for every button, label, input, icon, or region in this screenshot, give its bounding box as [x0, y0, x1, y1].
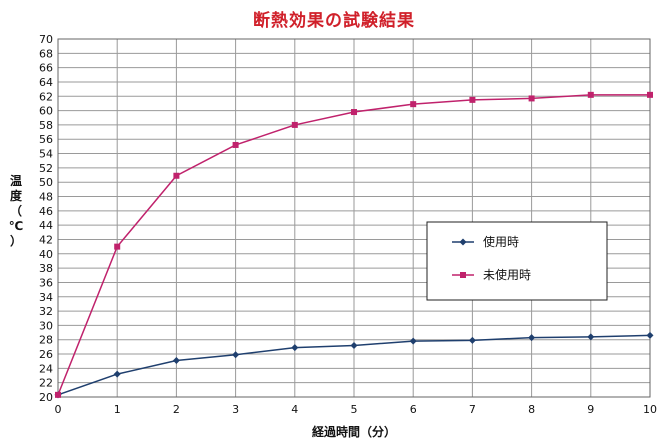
data-point-square: [587, 91, 594, 98]
y-tick-label: 58: [39, 119, 53, 132]
data-point-diamond: [409, 337, 417, 345]
y-tick-label: 48: [39, 191, 53, 204]
y-tick-label: 44: [39, 219, 53, 232]
y-tick-label: 20: [39, 391, 53, 404]
data-point-diamond: [113, 370, 121, 378]
y-axis-title-char: （: [10, 203, 22, 218]
y-tick-label: 46: [39, 205, 53, 218]
data-point-square: [173, 172, 180, 179]
y-tick-label: 38: [39, 262, 53, 275]
x-tick-label: 6: [410, 403, 417, 416]
y-tick-label: 34: [39, 291, 53, 304]
y-tick-label: 64: [39, 76, 53, 89]
y-tick-label: 70: [39, 33, 53, 46]
data-point-square: [114, 243, 121, 250]
y-axis-title-char: 度: [10, 188, 23, 203]
y-axis-title: 温度（℃）: [9, 174, 24, 248]
y-tick-label: 30: [39, 319, 53, 332]
data-point-square: [55, 391, 61, 398]
legend-label: 使用時: [483, 234, 519, 249]
y-tick-label: 26: [39, 348, 53, 361]
x-axis-title: 経過時間（分）: [312, 424, 396, 439]
y-tick-label: 60: [39, 105, 53, 118]
chart-title: 断熱効果の試験結果: [253, 11, 415, 31]
y-tick-label: 42: [39, 233, 53, 246]
x-tick-label: 2: [173, 403, 180, 416]
y-tick-label: 40: [39, 248, 53, 261]
legend-marker-square: [460, 272, 466, 278]
x-tick-label: 1: [114, 403, 121, 416]
y-tick-label: 54: [39, 148, 53, 161]
data-point-square: [232, 141, 239, 148]
data-point-square: [647, 91, 653, 98]
y-tick-label: 22: [39, 377, 53, 390]
y-tick-label: 28: [39, 334, 53, 347]
y-tick-label: 56: [39, 133, 53, 146]
plot-frame: [57, 38, 651, 398]
y-axis-title-char: 温: [10, 174, 22, 188]
data-point-square: [410, 101, 417, 108]
y-tick-label: 62: [39, 90, 53, 103]
x-tick-label: 4: [291, 403, 298, 416]
y-tick-label: 66: [39, 62, 53, 75]
x-tick-label: 3: [232, 403, 239, 416]
y-tick-label: 32: [39, 305, 53, 318]
y-tick-label: 24: [39, 362, 53, 375]
y-axis-title-char: ）: [10, 233, 22, 248]
x-tick-label: 10: [643, 403, 657, 416]
data-point-diamond: [232, 351, 240, 359]
data-point-diamond: [468, 336, 476, 344]
legend-label: 未使用時: [483, 267, 531, 282]
x-tick-label: 8: [528, 403, 535, 416]
data-point-diamond: [528, 334, 536, 342]
data-point-diamond: [350, 341, 358, 349]
data-point-square: [291, 121, 298, 128]
y-axis-title-char: ℃: [9, 219, 24, 233]
data-point-square: [469, 96, 476, 103]
data-point-square: [351, 109, 357, 116]
y-tick-label: 68: [39, 47, 53, 60]
x-tick-label: 9: [587, 403, 594, 416]
legend-box: [426, 221, 608, 301]
x-tick-label: 0: [55, 403, 62, 416]
y-tick-label: 52: [39, 162, 53, 175]
y-tick-label: 36: [39, 276, 53, 289]
data-point-diamond: [646, 331, 654, 339]
y-tick-label: 50: [39, 176, 53, 189]
data-point-diamond: [291, 344, 299, 352]
x-tick-label: 5: [351, 403, 358, 416]
data-point-diamond: [587, 333, 595, 341]
data-point-square: [528, 95, 535, 102]
data-point-diamond: [172, 356, 180, 364]
x-tick-label: 7: [469, 403, 476, 416]
legend-marker-diamond: [459, 238, 467, 246]
